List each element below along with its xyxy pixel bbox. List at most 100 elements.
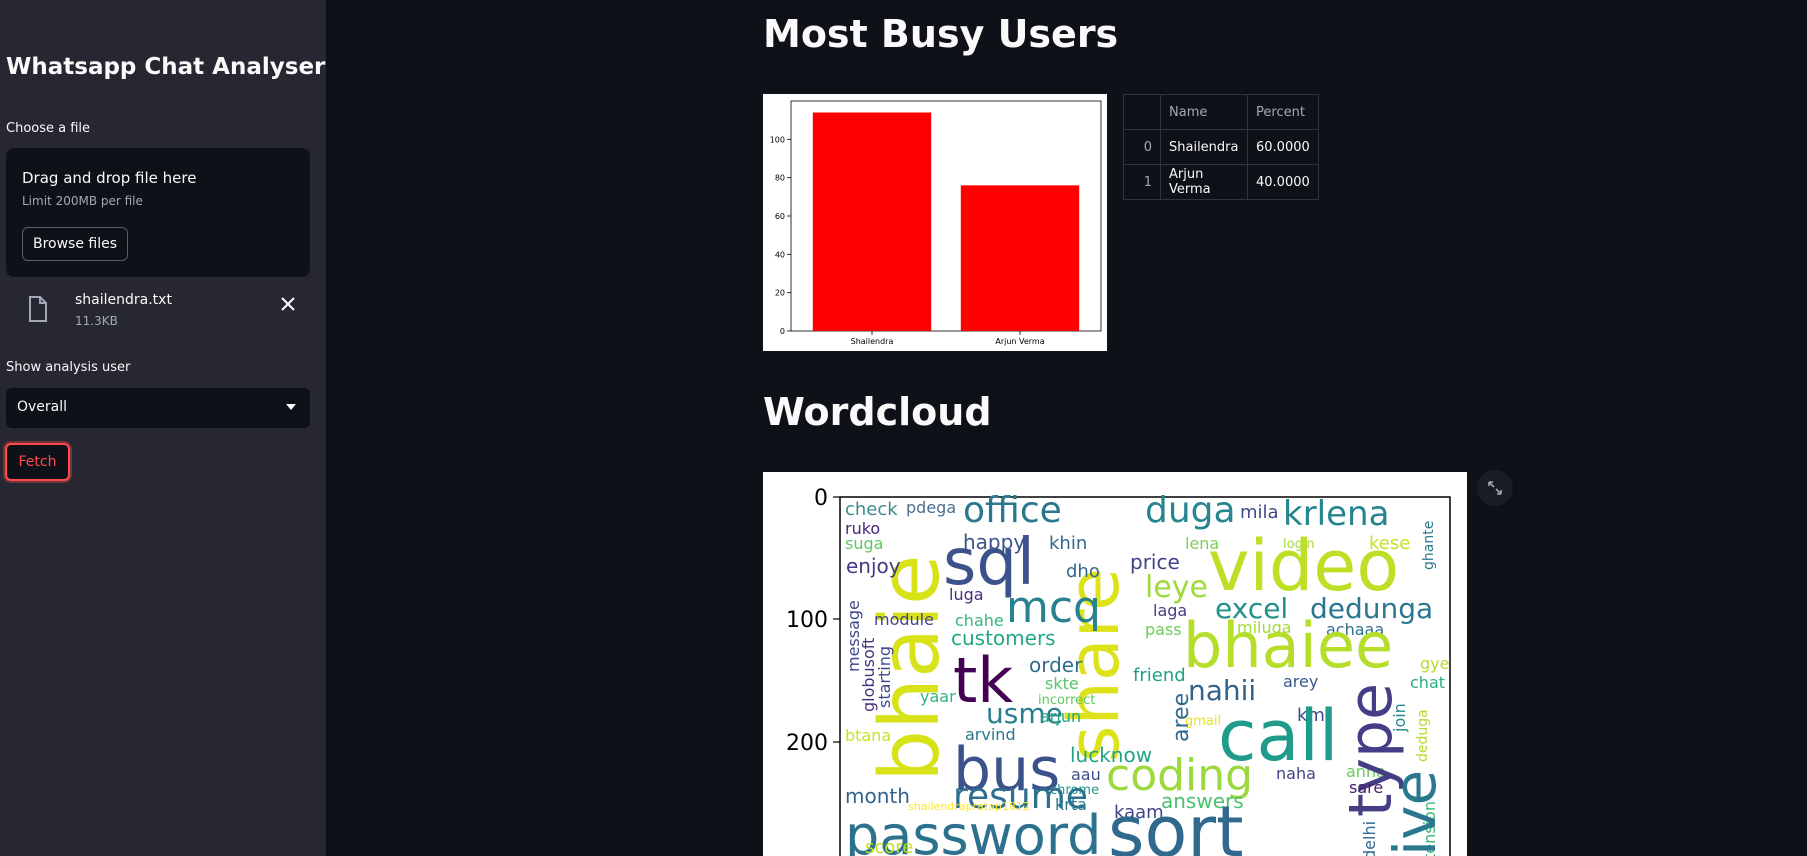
- wordcloud-word: mcq: [1006, 582, 1101, 633]
- user-select[interactable]: Overall: [6, 388, 310, 428]
- fullscreen-button[interactable]: [1477, 470, 1513, 506]
- wordcloud-word: yaar: [920, 687, 956, 706]
- file-uploader-label: Choose a file: [6, 121, 91, 136]
- wordcloud-word: friend: [1133, 665, 1186, 686]
- wordcloud-word: aree: [1169, 693, 1194, 742]
- dropzone-limit: Limit 200MB per file: [22, 194, 143, 208]
- wordcloud-word: luga: [949, 585, 984, 604]
- wordcloud-word: bhaie: [863, 554, 958, 782]
- wordcloud-word: suga: [845, 534, 883, 553]
- wordcloud-word: sare: [1349, 778, 1383, 797]
- wordcloud-word: ghante: [1421, 521, 1437, 570]
- row-name: Shailendra: [1160, 129, 1248, 165]
- wordcloud-word: btana: [845, 726, 891, 745]
- user-select-value: Overall: [17, 399, 68, 415]
- table-header-row: Name Percent: [1123, 94, 1319, 130]
- row-percent: 40.0000: [1247, 164, 1319, 200]
- wordcloud-word: miluga: [1237, 618, 1292, 637]
- y-tick-label: 200: [786, 731, 828, 756]
- wordcloud-word: khin: [1049, 533, 1087, 554]
- wordcloud-word: naha: [1276, 764, 1316, 783]
- wordcloud-word: globusoft: [859, 638, 878, 712]
- browse-files-button[interactable]: Browse files: [22, 227, 128, 261]
- wordcloud-word: sort: [1108, 791, 1244, 856]
- wordcloud-word: kaam: [1114, 802, 1164, 823]
- wordcloud-word: answers: [1161, 789, 1244, 813]
- wordcloud-word: office: [963, 490, 1062, 531]
- chevron-down-icon: [286, 404, 296, 410]
- wordcloud-word: score: [865, 837, 913, 856]
- table-row: 1 Arjun Verma 40.0000: [1123, 164, 1319, 200]
- wordcloud-word: pass: [1145, 620, 1182, 639]
- file-size: 11.3KB: [75, 314, 118, 328]
- wordcloud-word: enjoy: [846, 554, 901, 578]
- wordcloud-word: aau: [1071, 765, 1101, 784]
- wordcloud-word: lucknow: [1070, 743, 1152, 767]
- wordcloud-frame: [839, 496, 1451, 856]
- wordcloud-word: month: [845, 784, 910, 808]
- wordcloud-word: skte: [1045, 674, 1079, 693]
- table-header-name: Name: [1160, 94, 1248, 130]
- file-icon: [29, 296, 47, 322]
- x-tick-label: Shailendra: [851, 337, 894, 346]
- table-row: 0 Shailendra 60.0000: [1123, 129, 1319, 165]
- wordcloud-word: call: [1218, 695, 1338, 777]
- fetch-button[interactable]: Fetch: [5, 443, 70, 481]
- y-tick-label: 80: [775, 174, 785, 183]
- wordcloud-word: krlena: [1283, 494, 1389, 534]
- busy-users-bar-chart: 0 20 40 60 80 100 Shailendra Arjun Verma: [763, 94, 1107, 351]
- wordcloud-word: pdega: [906, 498, 956, 517]
- wordcloud-word: happy: [963, 530, 1025, 554]
- sidebar: Whatsapp Chat Analyser Choose a file Dra…: [0, 0, 326, 856]
- busy-users-table: Name Percent 0 Shailendra 60.0000 1 Arju…: [1123, 94, 1319, 200]
- wordcloud-word: nahii: [1188, 674, 1256, 707]
- row-percent: 60.0000: [1247, 129, 1319, 165]
- x-tick-label: Arjun Verma: [995, 337, 1044, 346]
- close-icon[interactable]: [276, 292, 300, 316]
- wordcloud-heading: Wordcloud: [763, 390, 992, 434]
- wordcloud-word: dedunga: [1310, 592, 1433, 625]
- file-name: shailendra.txt: [75, 292, 172, 308]
- wordcloud-word: share: [1053, 568, 1135, 762]
- wordcloud-word: chahe: [955, 611, 1004, 630]
- wordcloud-word: check: [845, 499, 898, 520]
- file-dropzone[interactable]: Drag and drop file here Limit 200MB per …: [6, 148, 310, 277]
- wordcloud-word: chrome: [1050, 783, 1099, 798]
- y-tick-label: 60: [775, 212, 785, 221]
- wordcloud-word: laga: [1153, 601, 1187, 620]
- table-header-percent: Percent: [1247, 94, 1319, 130]
- wordcloud-word: bus: [953, 735, 1060, 805]
- wordcloud-word: order: [1029, 653, 1083, 677]
- wordcloud-word: chat: [1410, 673, 1445, 692]
- wordcloud-word: bhaiee: [1183, 609, 1393, 682]
- app-title: Whatsapp Chat Analyser: [6, 54, 326, 80]
- dropzone-instructions: Drag and drop file here: [22, 169, 197, 187]
- wordcloud-word: leye: [1145, 570, 1208, 605]
- wordcloud-word: password: [845, 804, 1101, 856]
- wordcloud-word: tk: [953, 644, 1013, 717]
- bar: [812, 112, 932, 331]
- wordcloud-word: video: [1208, 525, 1399, 607]
- y-tick-label: 100: [786, 608, 828, 633]
- table-header-index: [1123, 94, 1161, 130]
- expand-icon: [1488, 481, 1502, 495]
- wordcloud-word: arjun: [1040, 707, 1081, 726]
- wordcloud-word: anna: [1346, 762, 1386, 781]
- row-index: 0: [1123, 129, 1161, 165]
- wordcloud-word: usme: [986, 697, 1063, 730]
- wordcloud-word: km: [1297, 705, 1325, 726]
- wordcloud-word: message: [844, 600, 863, 672]
- y-tick-label: 20: [775, 289, 785, 298]
- wordcloud-word: achaaa: [1326, 620, 1384, 639]
- wordcloud-word: price: [1130, 550, 1180, 574]
- wordcloud-word: dho: [1066, 561, 1100, 582]
- wordcloud-word: ruko: [845, 519, 880, 538]
- wordcloud-word: incorrect: [1038, 693, 1095, 708]
- wordcloud-word: sql: [943, 526, 1035, 600]
- y-tick-label: 100: [770, 135, 785, 144]
- wordcloud-word: coding: [1106, 750, 1253, 801]
- user-select-label: Show analysis user: [6, 360, 131, 375]
- wordcloud-word: excel: [1215, 592, 1288, 625]
- y-tick-label: 0: [780, 327, 785, 336]
- wordcloud-word: deduga: [1415, 709, 1431, 762]
